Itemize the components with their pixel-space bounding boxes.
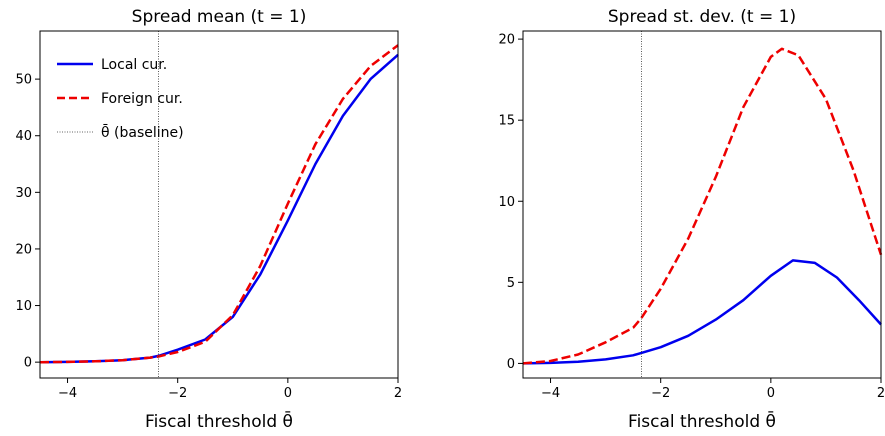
series-line-local [522,259,882,365]
series-line-foreign [522,47,883,365]
x-tick-label: 0 [284,386,292,401]
y-tick-label: 10 [498,195,515,210]
x-tick-label: 2 [394,386,402,401]
series-layer [39,44,399,364]
y-tick-label: 20 [15,242,32,257]
plot-frame [39,30,399,379]
y-tick-label: 5 [507,276,515,291]
plot-frame [522,30,882,379]
series-line-local [39,53,399,364]
x-tick-label: −2 [651,386,670,401]
x-tick-label: 0 [767,386,775,401]
legend-label-baseline: θ̄ (baseline) [101,123,184,141]
legend: Local cur. Foreign cur. θ̄ (baseline) [57,57,184,141]
y-tick-label: 20 [498,33,515,48]
series-line-foreign [39,44,399,364]
y-tick-label: 15 [498,114,515,129]
y-tick-label: 0 [24,356,32,371]
y-tick-label: 30 [15,186,32,201]
y-tick-label: 0 [507,357,515,372]
x-tick-label: −4 [58,386,77,401]
x-tick-label: −2 [168,386,187,401]
legend-label-foreign: Foreign cur. [101,91,183,107]
x-tick-label: 2 [877,386,885,401]
chart-title: Spread mean (t = 1) [132,7,307,27]
y-tick-label: 40 [15,129,32,144]
chart-title: Spread st. dev. (t = 1) [608,7,796,27]
x-axis-label: Fiscal threshold θ̄ [145,410,293,432]
x-tick-label: −4 [541,386,560,401]
x-axis-label: Fiscal threshold θ̄ [628,410,776,432]
y-tick-label: 50 [15,73,32,88]
legend-label-local: Local cur. [101,57,167,73]
y-tick-label: 10 [15,299,32,314]
series-layer [522,47,883,365]
